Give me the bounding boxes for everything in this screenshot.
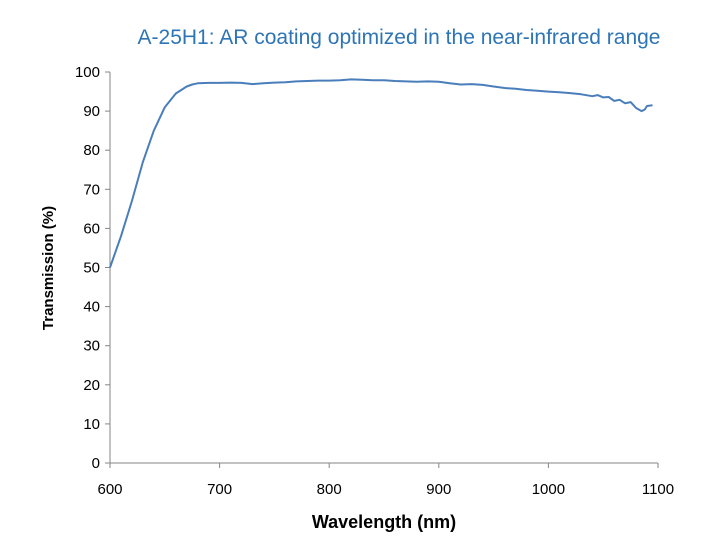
x-tick-label: 900 bbox=[426, 481, 451, 498]
y-tick-label: 0 bbox=[92, 455, 100, 472]
y-tick-label: 70 bbox=[83, 181, 100, 198]
y-tick-label: 30 bbox=[83, 338, 100, 355]
y-tick-label: 50 bbox=[83, 260, 100, 277]
y-tick-label: 80 bbox=[83, 142, 100, 159]
x-tick-label: 1100 bbox=[642, 481, 674, 498]
chart-title: A-25H1: AR coating optimized in the near… bbox=[138, 26, 661, 49]
y-tick-label: 60 bbox=[83, 220, 100, 237]
y-tick-label: 10 bbox=[83, 416, 100, 433]
y-axis-title: Transmission (%) bbox=[40, 206, 57, 330]
x-axis-ticks: 600 700 800 900 1000 1100 bbox=[97, 463, 674, 498]
y-tick-label: 20 bbox=[83, 377, 100, 394]
y-tick-label: 40 bbox=[83, 299, 100, 316]
y-tick-label: 90 bbox=[83, 103, 100, 120]
x-tick-label: 800 bbox=[317, 481, 342, 498]
x-tick-label: 1000 bbox=[532, 481, 565, 498]
x-tick-label: 600 bbox=[97, 481, 122, 498]
x-axis-title: Wavelength (nm) bbox=[312, 512, 456, 532]
y-axis-ticks: 0 10 20 30 40 50 60 70 80 90 100 bbox=[75, 64, 110, 472]
y-tick-label: 100 bbox=[75, 64, 100, 81]
x-tick-label: 700 bbox=[207, 481, 232, 498]
transmission-series-line bbox=[109, 78, 653, 268]
